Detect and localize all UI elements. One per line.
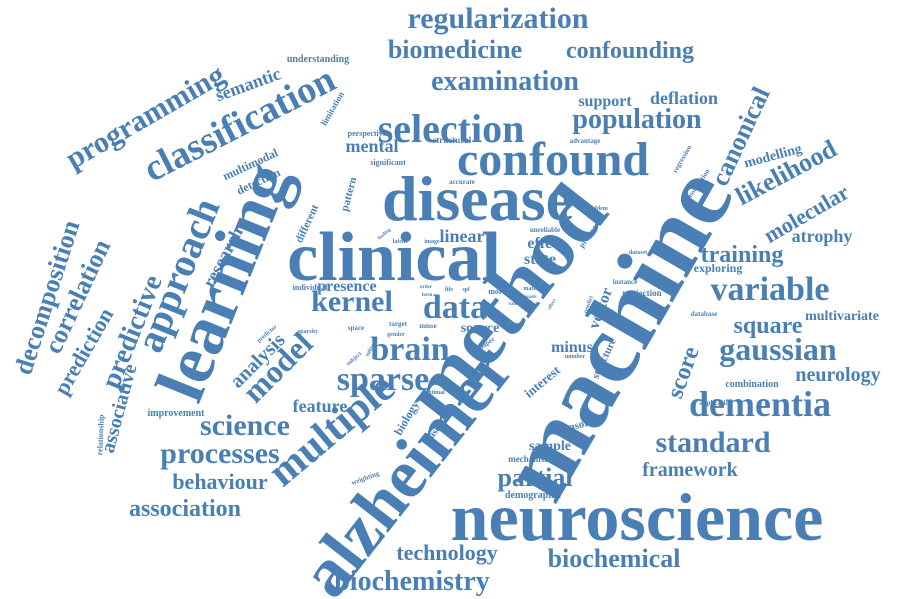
word-pattern: pattern: [339, 176, 360, 213]
word-mechanism: mechanism: [508, 454, 552, 464]
word-spl: spl: [462, 287, 470, 293]
word-neurology: neurology: [795, 364, 880, 386]
word-more: more: [488, 287, 506, 296]
word-database: database: [691, 310, 717, 318]
word-instance: instance: [613, 278, 638, 286]
word-biochemistry: biochemistry: [334, 566, 490, 597]
word-gaussian: gaussian: [719, 331, 837, 367]
word-deflation: deflation: [650, 88, 718, 108]
word-partial: partial: [497, 463, 572, 492]
word-voxels: voxels: [523, 295, 536, 300]
word-source: source: [461, 321, 500, 336]
word-mental: mental: [346, 136, 399, 156]
word-confound: confound: [457, 133, 649, 186]
word-matrix: matrix: [523, 286, 540, 292]
word-clinical: clinical: [287, 219, 501, 296]
word-processes: processes: [160, 437, 279, 470]
word-number: number: [565, 354, 586, 360]
word-dataset: dataset: [629, 250, 647, 256]
word-support: support: [578, 93, 632, 110]
word-science: science: [200, 409, 290, 442]
word-rate: rate: [509, 302, 518, 307]
word-order: order: [420, 285, 433, 290]
word-feature: feature: [293, 396, 348, 416]
word-disease: disease: [382, 163, 574, 234]
word-improvement: improvement: [147, 408, 205, 419]
word-accurate: accurate: [449, 178, 475, 186]
word-selection: selection: [378, 106, 525, 151]
word-form: form: [422, 293, 433, 298]
word-advantage: advantage: [570, 137, 601, 145]
word-sample: sample: [529, 439, 571, 454]
word-biomedicine: biomedicine: [388, 35, 522, 64]
word-structural: structural: [433, 135, 472, 145]
word-regularization: regularization: [407, 2, 588, 35]
word-mmse: mmse: [419, 322, 437, 330]
word-target: target: [389, 320, 408, 328]
word-framework: framework: [642, 459, 738, 481]
word-minus: minus: [551, 339, 593, 356]
word-sparsity: sparsity: [298, 329, 318, 335]
word-image: image: [424, 239, 440, 245]
word-neuroscience: neuroscience: [451, 479, 824, 555]
word-latent: latent: [393, 239, 408, 245]
word-kernel: kernel: [311, 285, 393, 318]
word-multivariate: multivariate: [805, 309, 879, 324]
word-standard: standard: [655, 426, 770, 459]
word-association: association: [129, 496, 241, 522]
word-population: population: [572, 104, 702, 135]
word-examination: examination: [431, 66, 579, 97]
word-demographic: demographic: [505, 490, 562, 501]
word-unreliable: unreliable: [530, 226, 560, 234]
word-problem: problem: [586, 206, 608, 212]
word-relationship: relationship: [95, 414, 105, 456]
word-combination: combination: [725, 379, 779, 390]
word-individual: individual: [293, 283, 328, 292]
word-exploring: exploring: [694, 261, 743, 275]
word-projection: projection: [622, 288, 661, 298]
word-space: space: [348, 324, 364, 332]
word-brain: brain: [370, 331, 449, 368]
word-sparse: sparse: [337, 361, 430, 398]
word-atrophy: atrophy: [792, 226, 853, 246]
word-effect-small: effect: [547, 298, 557, 311]
word-technology: technology: [396, 540, 497, 565]
word-square: square: [734, 313, 803, 339]
word-perspective: perspective: [348, 129, 387, 138]
word-significant: significant: [370, 158, 406, 167]
word-linear: linear: [440, 226, 485, 246]
word-dementia: dementia: [689, 384, 831, 424]
word-effect: effect: [527, 235, 565, 252]
word-training: training: [701, 242, 784, 268]
word-gender: gender: [387, 332, 405, 338]
word-behaviour: behaviour: [172, 469, 268, 494]
word-biochemical: biochemical: [548, 544, 681, 573]
word-predict: predict: [583, 295, 595, 314]
word-application: application: [699, 399, 733, 407]
word-data: data: [423, 289, 487, 326]
word-optimal: optimal: [425, 390, 445, 396]
word-life: life: [445, 287, 453, 293]
word-label: label: [499, 282, 512, 288]
word-state: state: [524, 251, 556, 268]
word-presence: presence: [317, 278, 376, 295]
word-variable: variable: [711, 271, 830, 308]
word-confounding: confounding: [566, 38, 694, 64]
word-understanding: understanding: [287, 54, 349, 65]
word-low: low: [528, 305, 536, 310]
